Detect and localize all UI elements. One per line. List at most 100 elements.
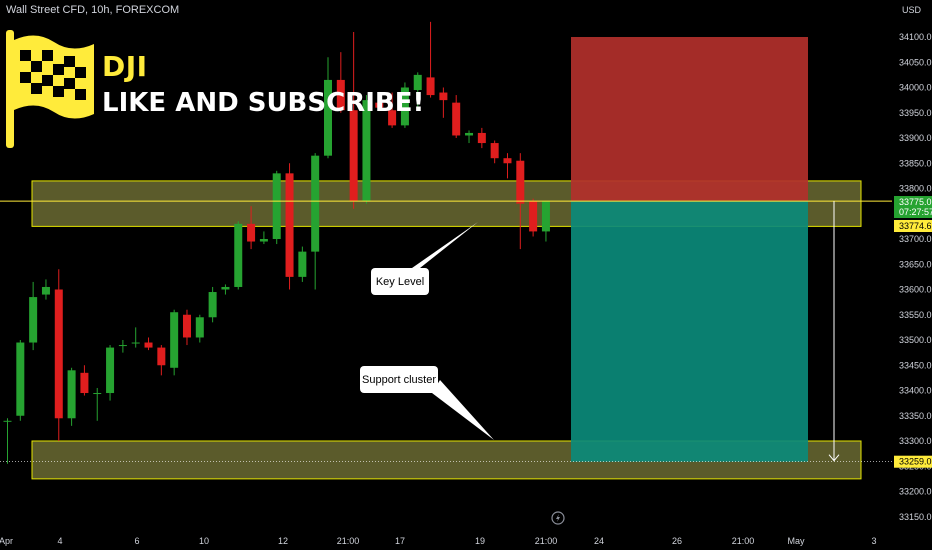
candle-body — [54, 289, 63, 419]
level-price-badge-bg — [894, 220, 932, 232]
candle — [452, 95, 461, 138]
y-tick-label: 34050.0 — [899, 57, 932, 67]
level-price-text: 33774.6 — [899, 221, 932, 231]
candle-body — [413, 74, 422, 91]
candle-body — [349, 110, 358, 202]
x-tick-label: 17 — [395, 536, 405, 546]
countdown-text: 07:27:57 — [899, 207, 932, 217]
candle-body — [452, 102, 461, 136]
y-tick-label: 33200.0 — [899, 487, 932, 497]
candle-body — [298, 251, 307, 277]
y-tick-label: 33550.0 — [899, 310, 932, 320]
candle — [375, 95, 384, 111]
y-tick-label: 33500.0 — [899, 335, 932, 345]
candle — [208, 286, 217, 323]
callouts-layer: Key Level Support cluster — [360, 222, 494, 440]
callout-box — [371, 268, 429, 295]
candle — [311, 153, 320, 290]
candle — [324, 57, 332, 159]
candle-body — [324, 79, 332, 156]
candle-body — [144, 342, 153, 348]
x-tick-label: 10 — [199, 536, 209, 546]
brand-slogan: LIKE AND SUBSCRIBE! — [102, 88, 425, 118]
candle — [298, 246, 307, 282]
y-tick-label: 33400.0 — [899, 386, 932, 396]
candle — [195, 314, 204, 343]
candle-body — [362, 100, 371, 202]
x-tick-label: 21:00 — [535, 536, 558, 546]
candle — [182, 309, 191, 346]
level-price-badge: 33774.6 — [894, 220, 932, 232]
candle — [234, 221, 243, 290]
candle — [413, 72, 422, 108]
y-tick-label: 33850.0 — [899, 158, 932, 168]
price-axis: USD 34100.0 34050.0 34000.0 33950.0 33900.0 33… — [894, 5, 932, 522]
candle — [131, 327, 140, 348]
callout-box — [360, 366, 438, 393]
candle — [144, 337, 153, 351]
candle-body — [106, 347, 115, 394]
x-tick-label: 21:00 — [732, 536, 755, 546]
candle — [490, 140, 499, 164]
candle-body — [3, 420, 12, 422]
x-tick-label: 26 — [672, 536, 682, 546]
time-axis: Apr 4 6 10 12 21:00 17 19 21:00 24 26 21:00 May 3 — [0, 536, 877, 546]
x-tick-label: 6 — [134, 536, 139, 546]
candle — [465, 130, 474, 144]
target-price-badge-bg — [894, 455, 932, 468]
candle-body — [67, 370, 76, 419]
target-price-text: 33259.0 — [899, 457, 932, 467]
candle — [259, 231, 268, 245]
candle-body — [541, 201, 550, 232]
candle — [157, 345, 166, 376]
candle-body — [529, 201, 538, 232]
y-tick-label: 33600.0 — [899, 285, 932, 295]
candle-body — [41, 286, 50, 295]
y-tick-label: 33300.0 — [899, 436, 932, 446]
candle-body — [375, 102, 384, 108]
y-tick-label: 33700.0 — [899, 234, 932, 244]
callout-pointer — [432, 380, 494, 440]
candle — [362, 95, 371, 204]
stop-loss-zone — [571, 37, 808, 202]
brand-ticker: DJI — [102, 50, 148, 83]
candle-body — [490, 143, 499, 159]
candle — [541, 201, 550, 242]
symbol-header: Wall Street CFD, 10h, FOREXCOM — [6, 4, 180, 16]
candle-body — [80, 372, 89, 394]
candle-body — [439, 92, 448, 101]
candle-body — [93, 393, 102, 395]
candle-body — [465, 132, 474, 136]
candle-body — [477, 132, 486, 144]
y-tick-label: 33650.0 — [899, 259, 932, 269]
position-tool — [571, 37, 808, 462]
candle-body — [195, 317, 204, 338]
candle — [388, 92, 397, 128]
arrow-head — [828, 454, 840, 462]
checkered-flag-icon — [6, 30, 94, 148]
callout-support-cluster: Support cluster — [360, 366, 494, 440]
candle — [426, 21, 435, 98]
candle-body — [285, 173, 294, 277]
x-tick-label: 12 — [278, 536, 288, 546]
candle-body — [170, 312, 179, 368]
candle — [106, 345, 115, 401]
candle — [221, 284, 230, 295]
candle-body — [400, 87, 409, 126]
current-price-badge: 33775.007:27:57 — [894, 196, 932, 218]
x-tick-label: 3 — [871, 536, 876, 546]
levels-layer — [0, 200, 892, 463]
y-tick-label: 33450.0 — [899, 360, 932, 370]
candle — [3, 418, 12, 464]
candle-body — [234, 223, 243, 287]
x-tick-label: Apr — [0, 536, 13, 546]
candle — [170, 309, 179, 376]
lightning-icon[interactable] — [551, 511, 565, 525]
x-tick-label: 4 — [57, 536, 62, 546]
callout-text: Support cluster — [362, 374, 436, 386]
callout-key-level: Key Level — [371, 222, 478, 295]
candle — [336, 52, 345, 113]
candle — [503, 153, 512, 179]
candle — [285, 163, 294, 290]
